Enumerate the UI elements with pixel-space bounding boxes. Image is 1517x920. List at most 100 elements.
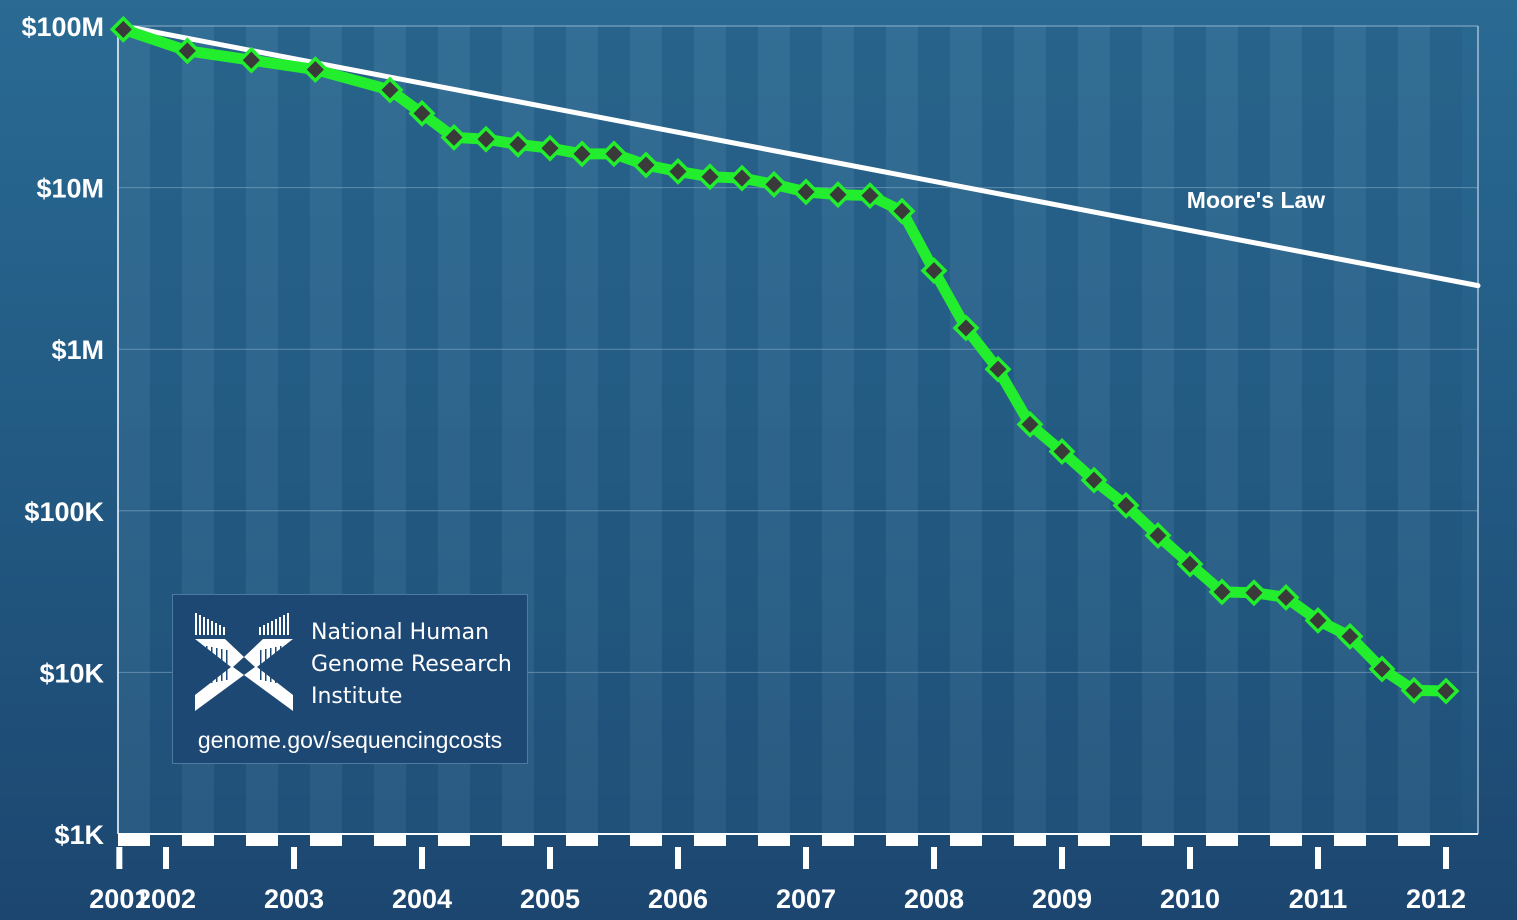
data-point: [1368, 655, 1396, 683]
x-tick-label: 2009: [1032, 884, 1092, 914]
logo-stroke: [201, 645, 203, 685]
axis-strip-segment: [182, 834, 214, 846]
axes: [116, 25, 1479, 869]
quarter-band: [950, 26, 982, 834]
data-point: [1400, 676, 1428, 704]
data-point: [920, 257, 948, 285]
axis-strip-segment: [694, 834, 726, 846]
data-point: [1432, 677, 1460, 705]
logo-stroke: [216, 648, 218, 682]
axis-strip-segment: [1014, 834, 1046, 846]
logo-stroke: [285, 645, 287, 685]
data-point: [760, 170, 788, 198]
quarter-band: [854, 26, 886, 834]
moores-law-label: Moore's Law: [1187, 187, 1325, 213]
y-tick-label: $1M: [51, 335, 104, 365]
logo-stroke: [280, 646, 282, 684]
x-tick-mark: [931, 847, 937, 869]
data-point: [1144, 522, 1172, 549]
logo-stroke: [263, 625, 265, 635]
axis-strip-segment: [1334, 834, 1366, 846]
nhgri-logo-icon: [195, 613, 293, 711]
y-tick-label: $100M: [21, 12, 104, 42]
logo-stroke: [271, 621, 273, 635]
axis-strip-segment: [1398, 834, 1430, 846]
axis-strip-segment: [950, 834, 982, 846]
quarter-band: [118, 26, 150, 834]
logo-line-1: National Human: [311, 620, 490, 645]
quarter-band: [1078, 26, 1110, 834]
data-point: [1304, 606, 1332, 634]
data-point: [1048, 438, 1076, 465]
x-tick-mark: [1059, 847, 1065, 869]
y-tick-labels: $1K $10K $100K $1M $10M $100M: [21, 12, 104, 850]
data-point: [237, 46, 265, 74]
data-point: [984, 355, 1012, 383]
axis-strip-segment: [118, 834, 150, 846]
quarter-band: [1174, 26, 1206, 834]
data-point: [632, 151, 660, 179]
data-point: [109, 15, 137, 43]
logo-stroke: [199, 615, 201, 635]
axis-strip-segment: [758, 834, 790, 846]
data-point: [728, 164, 756, 192]
axis-strip-segment: [630, 834, 662, 846]
logo-line-3: Institute: [311, 684, 403, 709]
data-point: [1208, 578, 1236, 606]
nhgri-logo-box: National Human Genome Research Institute…: [172, 594, 528, 764]
logo-stroke: [279, 617, 281, 635]
y-tick-label: $10K: [39, 658, 104, 688]
axis-strip-segment: [374, 834, 406, 846]
axis-strip-segment: [822, 834, 854, 846]
quarter-band: [1206, 26, 1238, 834]
axis-strip-segment: [1078, 834, 1110, 846]
y-tick-label: $10M: [36, 174, 104, 204]
axis-strip-segment: [886, 834, 918, 846]
x-tick-mark: [116, 847, 123, 869]
quarter-band: [1110, 26, 1142, 834]
x-tick-label: 2010: [1160, 884, 1220, 914]
x-tick-label: 2001: [89, 884, 149, 914]
axis-strip-segment: [1270, 834, 1302, 846]
data-point: [1016, 410, 1044, 438]
data-point: [696, 163, 724, 191]
x-tick-label: 2007: [776, 884, 836, 914]
quarter-band: [694, 26, 726, 834]
logo-stroke: [260, 650, 262, 680]
quarter-band: [1430, 26, 1462, 834]
axis-strip-segment: [1142, 834, 1174, 846]
x-tick-mark: [1315, 847, 1321, 869]
data-point: [888, 197, 916, 225]
quarter-band: [982, 26, 1014, 834]
quarter-band: [886, 26, 918, 834]
data-point: [952, 314, 980, 342]
data-point: [792, 178, 820, 206]
logo-center: [233, 657, 255, 675]
logo-stroke: [211, 621, 213, 635]
axis-strip-segment: [502, 834, 534, 846]
data-point: [1080, 466, 1108, 494]
quarter-band: [1302, 26, 1334, 834]
axis-strip-segment: [438, 834, 470, 846]
logo-stroke: [270, 648, 272, 682]
logo-stroke: [283, 615, 285, 635]
data-point: [1272, 583, 1300, 611]
logo-stroke: [195, 613, 197, 635]
quarter-band: [822, 26, 854, 834]
data-point: [1176, 550, 1204, 578]
quarter-band: [630, 26, 662, 834]
logo-stroke: [226, 650, 228, 680]
quarter-band: [1238, 26, 1270, 834]
x-tick-mark: [803, 847, 809, 869]
axis-strip-segment: [566, 834, 598, 846]
x-tick-label: 2002: [136, 884, 196, 914]
logo-stroke: [265, 649, 267, 681]
data-point: [536, 134, 564, 162]
moores-law-line: [120, 23, 1481, 289]
quarter-band: [1366, 26, 1398, 834]
data-point: [600, 140, 628, 168]
quarter-band: [726, 26, 758, 834]
logo-stroke: [215, 623, 217, 635]
data-point: [664, 157, 692, 185]
